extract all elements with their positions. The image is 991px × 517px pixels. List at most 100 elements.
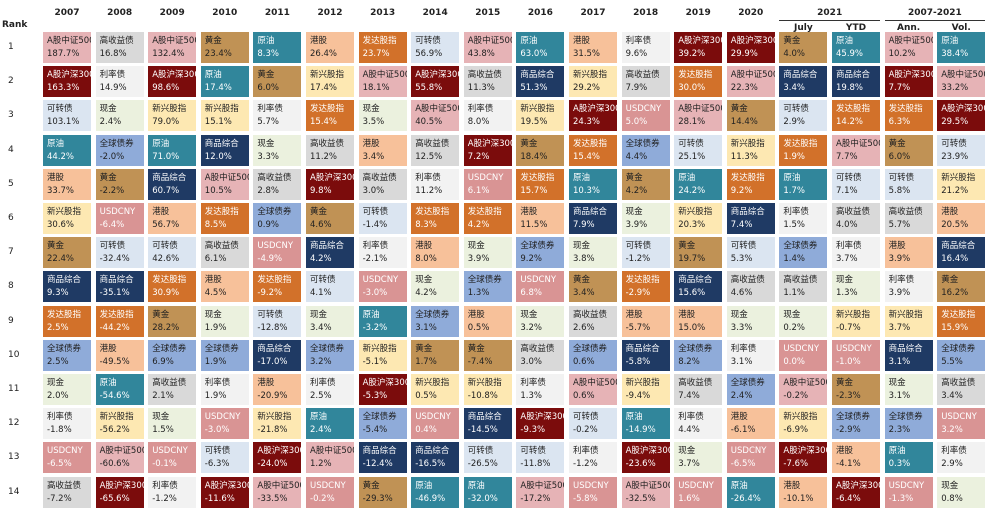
- table-cell: 利率债 14.9%: [95, 66, 144, 98]
- asset-return: 3.9%: [467, 254, 490, 265]
- table-cell: 商品综合 -5.8%: [621, 339, 670, 371]
- asset-return: 3.1%: [888, 356, 911, 367]
- table-cell: 黄金 -7.4%: [463, 339, 512, 371]
- asset-return: 0.6%: [573, 391, 595, 401]
- table-cell: 港股 11.5%: [516, 203, 565, 234]
- table-cell: 商品综合 15.6%: [674, 271, 723, 303]
- asset-name: USDCNY: [573, 480, 609, 491]
- asset-name: 新兴股指: [310, 70, 345, 81]
- asset-name: A股沪深300: [415, 70, 460, 81]
- asset-return: 12.5%: [415, 151, 443, 162]
- asset-name: 高收益债: [520, 343, 555, 354]
- table-cell: 原油 -54.6%: [95, 374, 144, 405]
- group-header: 2007-2021: [907, 8, 962, 18]
- column-header: 2010: [212, 8, 238, 18]
- column-header: Vol.: [951, 23, 971, 33]
- table-cell: 全球债券 9.2%: [516, 237, 565, 269]
- asset-name: 现金: [47, 378, 65, 388]
- asset-return: -56.2%: [99, 425, 130, 436]
- table-cell: 现金 1.9%: [200, 305, 249, 337]
- asset-return: -5.7%: [625, 322, 651, 333]
- asset-return: 24.2%: [678, 185, 706, 196]
- asset-return: -6.1%: [730, 425, 756, 436]
- table-cell: 全球债券 8.2%: [674, 339, 723, 371]
- asset-return: 63.0%: [520, 49, 548, 59]
- asset-return: 23.7%: [362, 49, 390, 59]
- table-cell: 新兴股指 -21.8%: [253, 408, 302, 440]
- table-cell: 新兴股指 15.1%: [200, 100, 249, 132]
- table-cell: 高收益债 -7.2%: [43, 476, 91, 508]
- asset-return: 5.0%: [625, 117, 648, 128]
- asset-name: 黄金: [310, 207, 328, 217]
- asset-name: USDCNY: [520, 275, 557, 286]
- asset-return: -20.9%: [257, 391, 288, 401]
- asset-return: 103.1%: [47, 117, 80, 128]
- table-cell: 发达股指 2.5%: [43, 305, 91, 337]
- asset-return: 2.0%: [47, 391, 69, 401]
- asset-name: 高收益债: [152, 378, 187, 388]
- asset-return: -0.2%: [783, 391, 809, 401]
- asset-name: 黄金: [941, 275, 959, 286]
- asset-name: 高收益债: [257, 172, 292, 183]
- asset-return: 33.2%: [941, 83, 969, 94]
- asset-return: 22.3%: [730, 83, 758, 94]
- asset-return: -35.1%: [99, 288, 130, 299]
- asset-name: 现金: [941, 480, 959, 491]
- table-cell: 现金 3.7%: [674, 442, 723, 474]
- table-cell: 黄金 23.4%: [200, 32, 249, 63]
- asset-return: 29.9%: [730, 49, 758, 59]
- asset-name: USDCNY: [836, 343, 872, 354]
- asset-return: 3.1%: [415, 322, 437, 333]
- asset-return: -1.0%: [836, 356, 861, 367]
- asset-name: A股中证500: [573, 378, 617, 388]
- asset-name: A股中证500: [257, 480, 302, 491]
- asset-name: USDCNY: [152, 446, 188, 457]
- asset-return: -5.4%: [362, 425, 388, 436]
- asset-return: 21.2%: [941, 185, 969, 196]
- table-cell: 港股 -10.1%: [779, 476, 828, 508]
- table-cell: A股中证500 0.6%: [569, 374, 617, 405]
- asset-name: 原油: [783, 172, 801, 183]
- asset-return: -7.4%: [467, 356, 493, 367]
- asset-return: 16.2%: [941, 288, 969, 299]
- table-cell: A股中证500 7.7%: [832, 134, 880, 166]
- asset-name: 新兴股指: [99, 412, 134, 423]
- table-cell: USDCNY 1.6%: [674, 476, 723, 508]
- column-header: 2014: [422, 8, 448, 18]
- asset-return: -2.9%: [836, 425, 861, 436]
- asset-return: 3.3%: [730, 322, 753, 333]
- asset-name: 新兴股指: [730, 138, 765, 149]
- asset-name: 现金: [783, 309, 801, 320]
- table-cell: A股沪深300 29.5%: [937, 100, 986, 132]
- asset-return: 0.3%: [888, 459, 911, 470]
- asset-return: -1.3%: [888, 493, 914, 504]
- table-cell: 全球债券 0.9%: [253, 203, 302, 234]
- asset-return: 15.6%: [678, 288, 706, 299]
- table-cell: 港股 33.7%: [43, 168, 91, 200]
- asset-return: 1.9%: [783, 151, 805, 162]
- asset-return: 3.0%: [362, 185, 385, 196]
- table-cell: 新兴股指 79.0%: [148, 100, 197, 132]
- asset-name: A股中证500: [836, 138, 880, 149]
- asset-name: 利率债: [520, 378, 546, 388]
- asset-name: 发达股指: [941, 309, 976, 320]
- rank-label: 8: [8, 281, 14, 292]
- table-cell: A股沪深300 -24.0%: [253, 442, 302, 474]
- table-cell: A股中证500 -33.5%: [253, 476, 302, 508]
- table-cell: A股沪深300 -9.3%: [516, 408, 565, 440]
- asset-name: USDCNY: [783, 343, 820, 354]
- table-cell: 黄金 -2.3%: [832, 374, 880, 405]
- table-cell: 原油 2.4%: [306, 408, 354, 440]
- asset-return: 1.3%: [836, 288, 858, 299]
- asset-name: 发达股指: [152, 275, 187, 286]
- column-header: YTD: [845, 23, 867, 33]
- asset-return: 16.4%: [941, 254, 969, 265]
- asset-return: 11.3%: [467, 83, 495, 94]
- asset-return: 8.0%: [415, 254, 437, 265]
- asset-return: 9.2%: [520, 254, 542, 265]
- column-header: 2019: [685, 8, 711, 18]
- asset-name: 利率债: [836, 241, 862, 252]
- asset-return: -6.5%: [47, 459, 72, 470]
- asset-name: A股沪深300: [99, 480, 144, 491]
- table-cell: 利率债 3.1%: [726, 339, 775, 371]
